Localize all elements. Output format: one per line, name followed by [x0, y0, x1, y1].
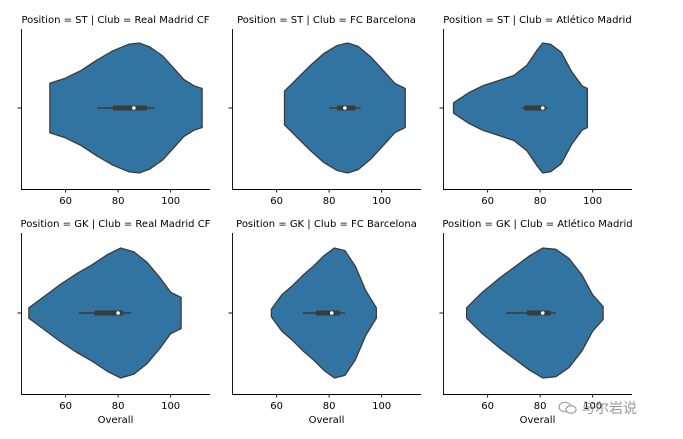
- x-tick-label: 80: [323, 401, 336, 412]
- x-axis-label: Overall: [309, 415, 345, 426]
- x-tick-label: 100: [583, 401, 602, 412]
- x-tick-label: 60: [270, 196, 283, 207]
- x-tick-label: 60: [59, 401, 72, 412]
- median-point: [540, 311, 545, 315]
- quartile-box: [112, 105, 147, 111]
- x-axis-label: Overall: [98, 415, 134, 426]
- x-tick-label: 60: [481, 401, 494, 412]
- median-point: [540, 106, 545, 110]
- panel-title: Position = GK | Club = Real Madrid CF: [21, 219, 211, 230]
- quartile-box: [527, 310, 551, 316]
- x-tick-label: 60: [270, 401, 283, 412]
- watermark-text: 与尔岩说: [581, 401, 637, 417]
- median-point: [132, 106, 136, 110]
- panel-title: Position = ST | Club = FC Barcelona: [237, 15, 416, 26]
- violin-body: [452, 42, 589, 174]
- x-axis-label: Overall: [520, 415, 556, 426]
- x-tick-label: 100: [161, 196, 180, 207]
- panel-title: Position = GK | Club = FC Barcelona: [236, 219, 417, 230]
- quartile-box: [94, 310, 124, 316]
- x-tick-label: 80: [534, 196, 547, 207]
- x-tick-label: 80: [323, 196, 336, 207]
- x-tick-label: 100: [583, 196, 602, 207]
- quartile-box: [524, 105, 546, 111]
- x-tick-label: 80: [534, 401, 547, 412]
- panel-title: Position = ST | Club = Real Madrid CF: [21, 15, 209, 26]
- median-point: [343, 106, 347, 110]
- x-tick-label: 100: [372, 401, 391, 412]
- x-tick-label: 100: [372, 196, 391, 207]
- x-tick-label: 80: [112, 401, 125, 412]
- watermark: 与尔岩说: [558, 398, 637, 418]
- panel-title: Position = GK | Club = Atlético Madrid: [442, 218, 632, 230]
- median-point: [116, 311, 120, 315]
- x-tick-label: 60: [481, 196, 494, 207]
- quartile-box: [316, 310, 340, 316]
- x-tick-label: 60: [59, 196, 72, 207]
- panel-title: Position = ST | Club = Atlético Madrid: [443, 14, 631, 26]
- x-tick-label: 80: [112, 196, 125, 207]
- median-point: [329, 311, 334, 315]
- x-tick-label: 100: [161, 401, 180, 412]
- wechat-icon: [558, 401, 577, 414]
